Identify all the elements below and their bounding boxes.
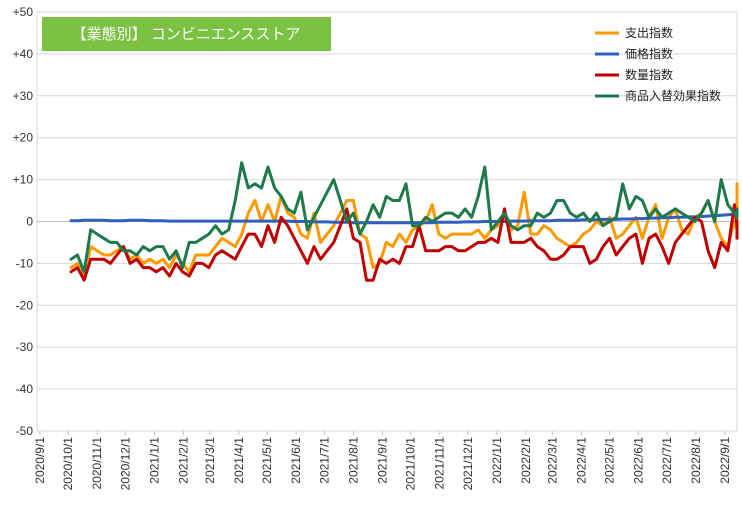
x-tick-label: 2022/8/1 [689, 437, 703, 484]
x-tick-label: 2021/1/1 [147, 437, 161, 484]
y-tick-label: -30 [16, 340, 34, 354]
y-tick-label: -20 [16, 298, 34, 312]
y-tick-label: -40 [16, 382, 34, 396]
legend-label: 支出指数 [625, 25, 673, 40]
y-tick-label: -10 [16, 256, 34, 270]
x-tick-label: 2021/4/1 [232, 437, 246, 484]
legend-label: 価格指数 [625, 46, 673, 61]
x-tick-label: 2021/2/1 [177, 437, 191, 484]
y-tick-label: +10 [13, 173, 34, 187]
y-tick-label: +30 [13, 89, 34, 103]
x-tick-label: 2020/10/1 [61, 437, 75, 491]
x-tick-label: 2021/8/1 [346, 437, 360, 484]
legend-label: 数量指数 [625, 67, 673, 82]
series-layer [69, 161, 739, 282]
x-tick-label: 2021/12/1 [461, 437, 475, 491]
y-tick-label: -50 [16, 424, 34, 438]
y-tick-label: +40 [13, 47, 34, 61]
x-tick-label: 2020/12/1 [118, 437, 132, 491]
x-tick-label: 2021/11/1 [433, 437, 447, 490]
series-line-3 [69, 161, 739, 274]
x-tick-label: 2021/3/1 [203, 437, 217, 484]
x-tick-label: 2021/5/1 [260, 437, 274, 484]
x-tick-label: 2021/7/1 [317, 437, 331, 484]
x-tick-label: 2022/3/1 [545, 437, 559, 484]
y-tick-label: +50 [13, 5, 34, 19]
x-tick-label: 2021/10/1 [404, 437, 418, 491]
y-tick-label: +20 [13, 131, 34, 145]
y-tick-label: 0 [26, 215, 33, 229]
x-tick-label: 2020/9/1 [33, 437, 47, 484]
title-layer: 【業態別】 コンビニエンスストア [42, 17, 331, 51]
series-line-2 [69, 203, 739, 282]
x-tick-label: 2021/9/1 [376, 437, 390, 484]
x-tick-label: 2022/1/1 [490, 437, 504, 484]
title-box [42, 17, 331, 51]
x-tick-label: 2022/5/1 [603, 437, 617, 484]
x-tick-label: 2022/7/1 [660, 437, 674, 484]
x-tick-label: 2022/4/1 [574, 437, 588, 484]
x-tick-label: 2020/11/1 [90, 437, 104, 490]
x-tick-label: 2021/6/1 [289, 437, 303, 484]
legend-label: 商品入替効果指数 [625, 88, 721, 103]
chart-title: 【業態別】 コンビニエンスストア [72, 26, 301, 43]
x-tick-label: 2022/9/1 [718, 437, 732, 484]
x-tick-label: 2022/2/1 [519, 437, 533, 484]
grid-layer [36, 11, 738, 432]
x-tick-label: 2022/6/1 [632, 437, 646, 484]
